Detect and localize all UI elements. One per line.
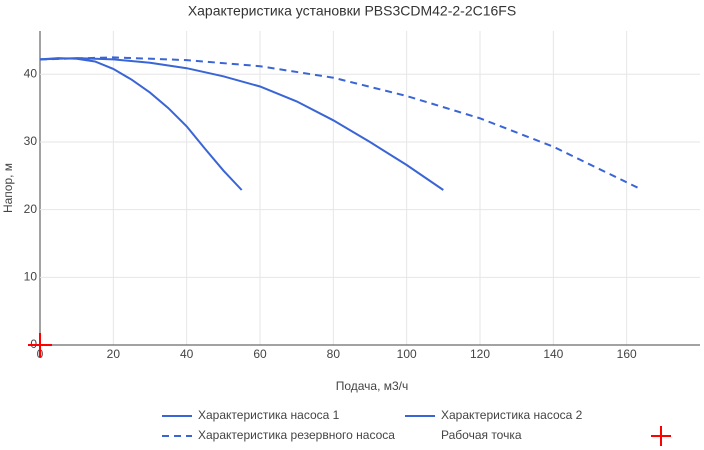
legend-label: Рабочая точка (441, 428, 522, 442)
x-tick-label: 80 (327, 347, 341, 361)
legend-label: Характеристика резервного насоса (198, 428, 395, 442)
legend-symbol (651, 426, 671, 446)
x-tick-label: 140 (543, 347, 563, 361)
x-tick-label: 40 (180, 347, 194, 361)
x-tick-label: 20 (107, 347, 121, 361)
legend-label: Характеристика насоса 1 (198, 408, 340, 422)
x-tick-label: 100 (397, 347, 417, 361)
plot-area (40, 31, 700, 345)
y-tick-label: 30 (24, 134, 38, 148)
y-tick-label: 40 (24, 66, 38, 80)
x-axis-title: Подача, м3/ч (336, 379, 409, 393)
work-point (28, 333, 52, 357)
series-line (39, 56, 642, 191)
y-axis-title: Напор, м (1, 163, 15, 213)
legend-label: Характеристика насоса 2 (441, 408, 583, 422)
y-tick-label: 10 (24, 269, 38, 283)
x-tick-label: 60 (253, 347, 267, 361)
series-line (39, 57, 444, 191)
chart-title: Характеристика установки PBS3CDM42-2-2C1… (188, 3, 516, 19)
x-tick-label: 160 (617, 347, 637, 361)
y-tick-label: 20 (24, 202, 38, 216)
x-tick-label: 120 (470, 347, 490, 361)
